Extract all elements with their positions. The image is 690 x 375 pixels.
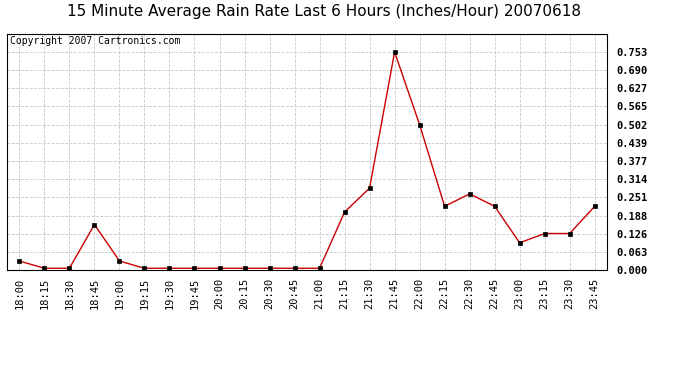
Text: 15 Minute Average Rain Rate Last 6 Hours (Inches/Hour) 20070618: 15 Minute Average Rain Rate Last 6 Hours… (68, 4, 581, 19)
Text: Copyright 2007 Cartronics.com: Copyright 2007 Cartronics.com (10, 36, 180, 46)
